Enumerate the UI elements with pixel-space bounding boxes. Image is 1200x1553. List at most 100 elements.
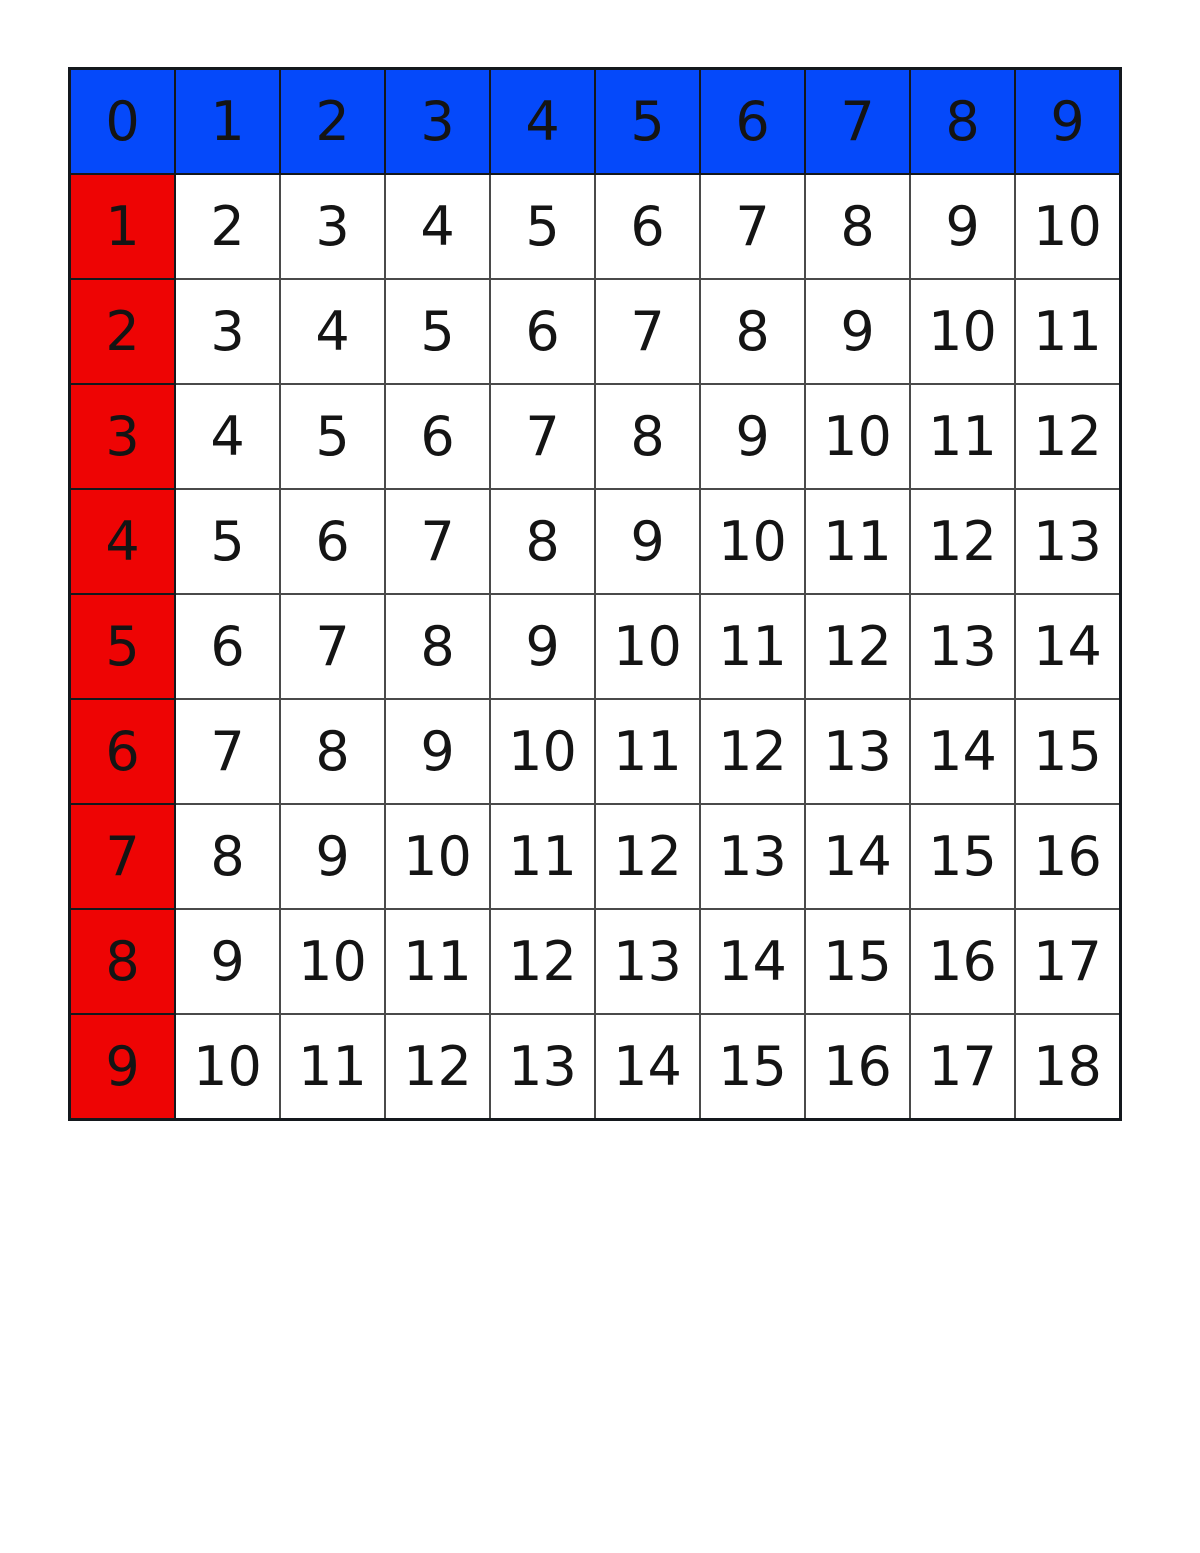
sum-cell: 8: [594, 383, 701, 490]
row-header-cell: 5: [68, 593, 176, 700]
column-header-cell: 3: [384, 67, 491, 175]
table-row: 8 9 10 11 12 13 14 15 16 17: [68, 908, 1122, 1015]
sum-cell: 2: [174, 173, 281, 280]
sum-cell: 5: [384, 278, 491, 385]
table-row: 2 3 4 5 6 7 8 9 10 11: [68, 278, 1122, 385]
sum-cell: 9: [804, 278, 911, 385]
sum-cell: 6: [594, 173, 701, 280]
sum-cell: 3: [279, 173, 386, 280]
sum-cell: 7: [489, 383, 596, 490]
sum-cell: 10: [489, 698, 596, 805]
sum-cell: 8: [489, 488, 596, 595]
table-row: 4 5 6 7 8 9 10 11 12 13: [68, 488, 1122, 595]
sum-cell: 12: [1014, 383, 1122, 490]
row-header-cell: 9: [68, 1013, 176, 1121]
sum-cell: 10: [594, 593, 701, 700]
sum-cell: 10: [1014, 173, 1122, 280]
sum-cell: 5: [489, 173, 596, 280]
sum-cell: 10: [804, 383, 911, 490]
sum-cell: 6: [489, 278, 596, 385]
sum-cell: 4: [279, 278, 386, 385]
sum-cell: 15: [1014, 698, 1122, 805]
sum-cell: 9: [174, 908, 281, 1015]
sum-cell: 5: [174, 488, 281, 595]
sum-cell: 3: [174, 278, 281, 385]
sum-cell: 4: [384, 173, 491, 280]
sum-cell: 12: [489, 908, 596, 1015]
row-header-cell: 7: [68, 803, 176, 910]
sum-cell: 18: [1014, 1013, 1122, 1121]
table-row: 1 2 3 4 5 6 7 8 9 10: [68, 173, 1122, 280]
sum-cell: 12: [804, 593, 911, 700]
sum-cell: 10: [174, 1013, 281, 1121]
sum-cell: 10: [909, 278, 1016, 385]
sum-cell: 7: [279, 593, 386, 700]
column-header-cell: 5: [594, 67, 701, 175]
sum-cell: 13: [699, 803, 806, 910]
row-header-cell: 3: [68, 383, 176, 490]
sum-cell: 11: [699, 593, 806, 700]
sum-cell: 8: [279, 698, 386, 805]
column-header-cell: 9: [1014, 67, 1122, 175]
sum-cell: 11: [279, 1013, 386, 1121]
sum-cell: 14: [594, 1013, 701, 1121]
sum-cell: 10: [699, 488, 806, 595]
table-body: 1 2 3 4 5 6 7 8 9 10 2 3 4 5 6 7 8 9 10 11 3 4 5 6 7 8 9 10 11 12 4 5 6 7…: [68, 173, 1122, 1121]
sum-cell: 4: [174, 383, 281, 490]
sum-cell: 16: [909, 908, 1016, 1015]
sum-cell: 5: [279, 383, 386, 490]
row-header-cell: 4: [68, 488, 176, 595]
sum-cell: 8: [804, 173, 911, 280]
column-header-cell: 7: [804, 67, 911, 175]
sum-cell: 15: [804, 908, 911, 1015]
sum-cell: 9: [594, 488, 701, 595]
sum-cell: 16: [804, 1013, 911, 1121]
column-header-cell: 1: [174, 67, 281, 175]
sum-cell: 13: [489, 1013, 596, 1121]
table-row: 3 4 5 6 7 8 9 10 11 12: [68, 383, 1122, 490]
sum-cell: 9: [279, 803, 386, 910]
sum-cell: 12: [909, 488, 1016, 595]
sum-cell: 9: [909, 173, 1016, 280]
sum-cell: 13: [909, 593, 1016, 700]
sum-cell: 9: [489, 593, 596, 700]
sum-cell: 9: [699, 383, 806, 490]
row-header-cell: 8: [68, 908, 176, 1015]
sum-cell: 6: [279, 488, 386, 595]
sum-cell: 17: [1014, 908, 1122, 1015]
sum-cell: 13: [594, 908, 701, 1015]
sum-cell: 11: [1014, 278, 1122, 385]
column-header-cell: 6: [699, 67, 806, 175]
sum-cell: 14: [804, 803, 911, 910]
column-header-cell: 2: [279, 67, 386, 175]
sum-cell: 11: [909, 383, 1016, 490]
sum-cell: 17: [909, 1013, 1016, 1121]
sum-cell: 14: [909, 698, 1016, 805]
sum-cell: 12: [699, 698, 806, 805]
row-header-cell: 2: [68, 278, 176, 385]
sum-cell: 10: [279, 908, 386, 1015]
sum-cell: 14: [1014, 593, 1122, 700]
sum-cell: 14: [699, 908, 806, 1015]
sum-cell: 12: [384, 1013, 491, 1121]
row-header-cell: 6: [68, 698, 176, 805]
sum-cell: 11: [384, 908, 491, 1015]
table-row: 9 10 11 12 13 14 15 16 17 18: [68, 1013, 1122, 1121]
row-header-cell: 1: [68, 173, 176, 280]
sum-cell: 9: [384, 698, 491, 805]
sum-cell: 13: [804, 698, 911, 805]
column-header-cell: 0: [68, 67, 176, 175]
sum-cell: 15: [909, 803, 1016, 910]
sum-cell: 12: [594, 803, 701, 910]
sum-cell: 8: [384, 593, 491, 700]
sum-cell: 8: [174, 803, 281, 910]
sum-cell: 6: [174, 593, 281, 700]
sum-cell: 16: [1014, 803, 1122, 910]
sum-cell: 10: [384, 803, 491, 910]
column-header-cell: 4: [489, 67, 596, 175]
sum-cell: 7: [594, 278, 701, 385]
